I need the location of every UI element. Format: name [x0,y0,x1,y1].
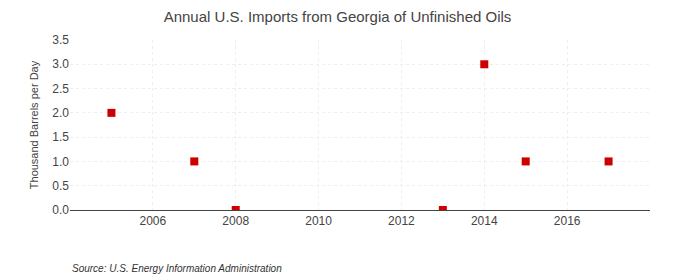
svg-text:Thousand Barrels per Day: Thousand Barrels per Day [28,60,40,189]
svg-text:1.0: 1.0 [52,155,69,169]
svg-text:Source: U.S. Energy Informatio: Source: U.S. Energy Information Administ… [72,263,282,274]
svg-text:2006: 2006 [140,214,167,228]
svg-text:3.0: 3.0 [52,57,69,71]
svg-text:2.0: 2.0 [52,106,69,120]
svg-text:2014: 2014 [471,214,498,228]
svg-text:0.5: 0.5 [52,179,69,193]
svg-text:2012: 2012 [388,214,415,228]
svg-text:2.5: 2.5 [52,82,69,96]
svg-text:1.5: 1.5 [52,130,69,144]
svg-text:2016: 2016 [554,214,581,228]
svg-text:3.5: 3.5 [52,33,69,47]
svg-text:0.0: 0.0 [52,203,69,217]
svg-text:2008: 2008 [222,214,249,228]
svg-text:Annual U.S. Imports from Georg: Annual U.S. Imports from Georgia of Unfi… [164,8,512,25]
svg-text:2010: 2010 [305,214,332,228]
